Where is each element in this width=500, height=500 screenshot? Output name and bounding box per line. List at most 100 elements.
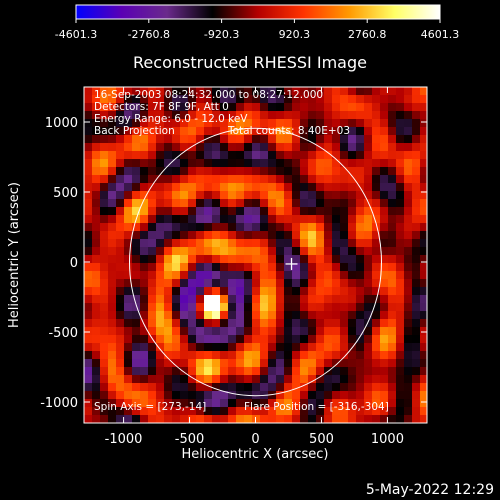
heatmap-cell — [204, 183, 213, 192]
heatmap-cell — [332, 255, 341, 264]
heatmap-cell — [420, 223, 427, 232]
heatmap-cell — [228, 383, 237, 392]
heatmap-cell — [324, 247, 333, 256]
heatmap-cell — [116, 295, 125, 304]
heatmap-cell — [148, 183, 157, 192]
heatmap-cell — [220, 111, 229, 120]
heatmap-cell — [100, 375, 109, 384]
heatmap-cell — [188, 167, 197, 176]
heatmap-cell — [212, 127, 221, 136]
heatmap-cell — [204, 143, 213, 152]
heatmap-cell — [212, 415, 221, 423]
heatmap-cell — [364, 255, 373, 264]
heatmap-cell — [316, 375, 325, 384]
heatmap-cell — [332, 191, 341, 200]
heatmap-cell — [156, 327, 165, 336]
heatmap-cell — [188, 399, 197, 408]
heatmap-cell — [164, 143, 173, 152]
heatmap-cell — [252, 255, 261, 264]
heatmap-cell — [308, 335, 317, 344]
heatmap-cell — [220, 215, 229, 224]
heatmap-cell — [236, 143, 245, 152]
heatmap-cell — [132, 95, 141, 104]
heatmap-cell — [172, 407, 181, 416]
heatmap-cell — [300, 375, 309, 384]
heatmap-cell — [164, 303, 173, 312]
heatmap-cell — [116, 215, 125, 224]
heatmap-cell — [380, 295, 389, 304]
heatmap-cell — [308, 135, 317, 144]
heatmap-cell — [196, 351, 205, 360]
heatmap-cell — [396, 391, 405, 400]
heatmap-cell — [196, 391, 205, 400]
heatmap-cell — [420, 167, 427, 176]
heatmap-cell — [116, 287, 125, 296]
heatmap-cell — [156, 167, 165, 176]
heatmap-cell — [372, 127, 381, 136]
heatmap-cell — [396, 103, 405, 112]
colorbar-tick-label: 920.3 — [279, 28, 311, 41]
heatmap-cell — [124, 95, 133, 104]
heatmap-cell — [308, 143, 317, 152]
heatmap-cell — [364, 391, 373, 400]
heatmap-cell — [164, 135, 173, 144]
heatmap-cell — [380, 271, 389, 280]
heatmap-cell — [124, 407, 133, 416]
heatmap-cell — [388, 231, 397, 240]
heatmap-cell — [252, 231, 261, 240]
heatmap-cell — [132, 263, 141, 272]
heatmap-cell — [308, 175, 317, 184]
heatmap-cell — [132, 391, 141, 400]
heatmap-cell — [244, 159, 253, 168]
heatmap-cell — [228, 207, 237, 216]
heatmap-cell — [236, 407, 245, 416]
heatmap-cell — [100, 175, 109, 184]
heatmap-cell — [324, 215, 333, 224]
heatmap-cell — [108, 151, 117, 160]
heatmap-cell — [204, 239, 213, 248]
heatmap-cell — [148, 167, 157, 176]
heatmap-cell — [300, 303, 309, 312]
heatmap-cell — [324, 311, 333, 320]
heatmap-cell — [292, 191, 301, 200]
heatmap-cell — [324, 407, 333, 416]
heatmap-cell — [276, 327, 285, 336]
heatmap-cell — [140, 239, 149, 248]
heatmap-cell — [172, 255, 181, 264]
heatmap-cell — [220, 87, 229, 96]
heatmap-cell — [140, 375, 149, 384]
heatmap-cell — [84, 295, 93, 304]
heatmap-cell — [220, 263, 229, 272]
heatmap-cell — [316, 319, 325, 328]
heatmap-cell — [92, 191, 101, 200]
heatmap-cell — [404, 103, 413, 112]
heatmap-cell — [396, 255, 405, 264]
heatmap-cell — [292, 119, 301, 128]
heatmap-cell — [236, 367, 245, 376]
heatmap-cell — [236, 183, 245, 192]
heatmap-cell — [348, 399, 357, 408]
heatmap-cell — [172, 143, 181, 152]
heatmap-cell — [364, 151, 373, 160]
heatmap-cell — [116, 399, 125, 408]
heatmap-cell — [252, 359, 261, 368]
heatmap-cell — [204, 343, 213, 352]
heatmap-cell — [164, 207, 173, 216]
heatmap-cell — [116, 327, 125, 336]
heatmap-cell — [196, 271, 205, 280]
heatmap-cell — [308, 111, 317, 120]
heatmap-cell — [388, 215, 397, 224]
heatmap-cell — [324, 119, 333, 128]
heatmap-cell — [212, 271, 221, 280]
heatmap-cell — [148, 279, 157, 288]
heatmap-cell — [196, 375, 205, 384]
heatmap-cell — [372, 151, 381, 160]
heatmap-cell — [308, 263, 317, 272]
heatmap-cell — [180, 143, 189, 152]
heatmap-cell — [340, 119, 349, 128]
heatmap-cell — [260, 207, 269, 216]
heatmap-cell — [204, 111, 213, 120]
heatmap-cell — [212, 343, 221, 352]
heatmap-cell — [92, 415, 101, 423]
heatmap-cell — [364, 103, 373, 112]
